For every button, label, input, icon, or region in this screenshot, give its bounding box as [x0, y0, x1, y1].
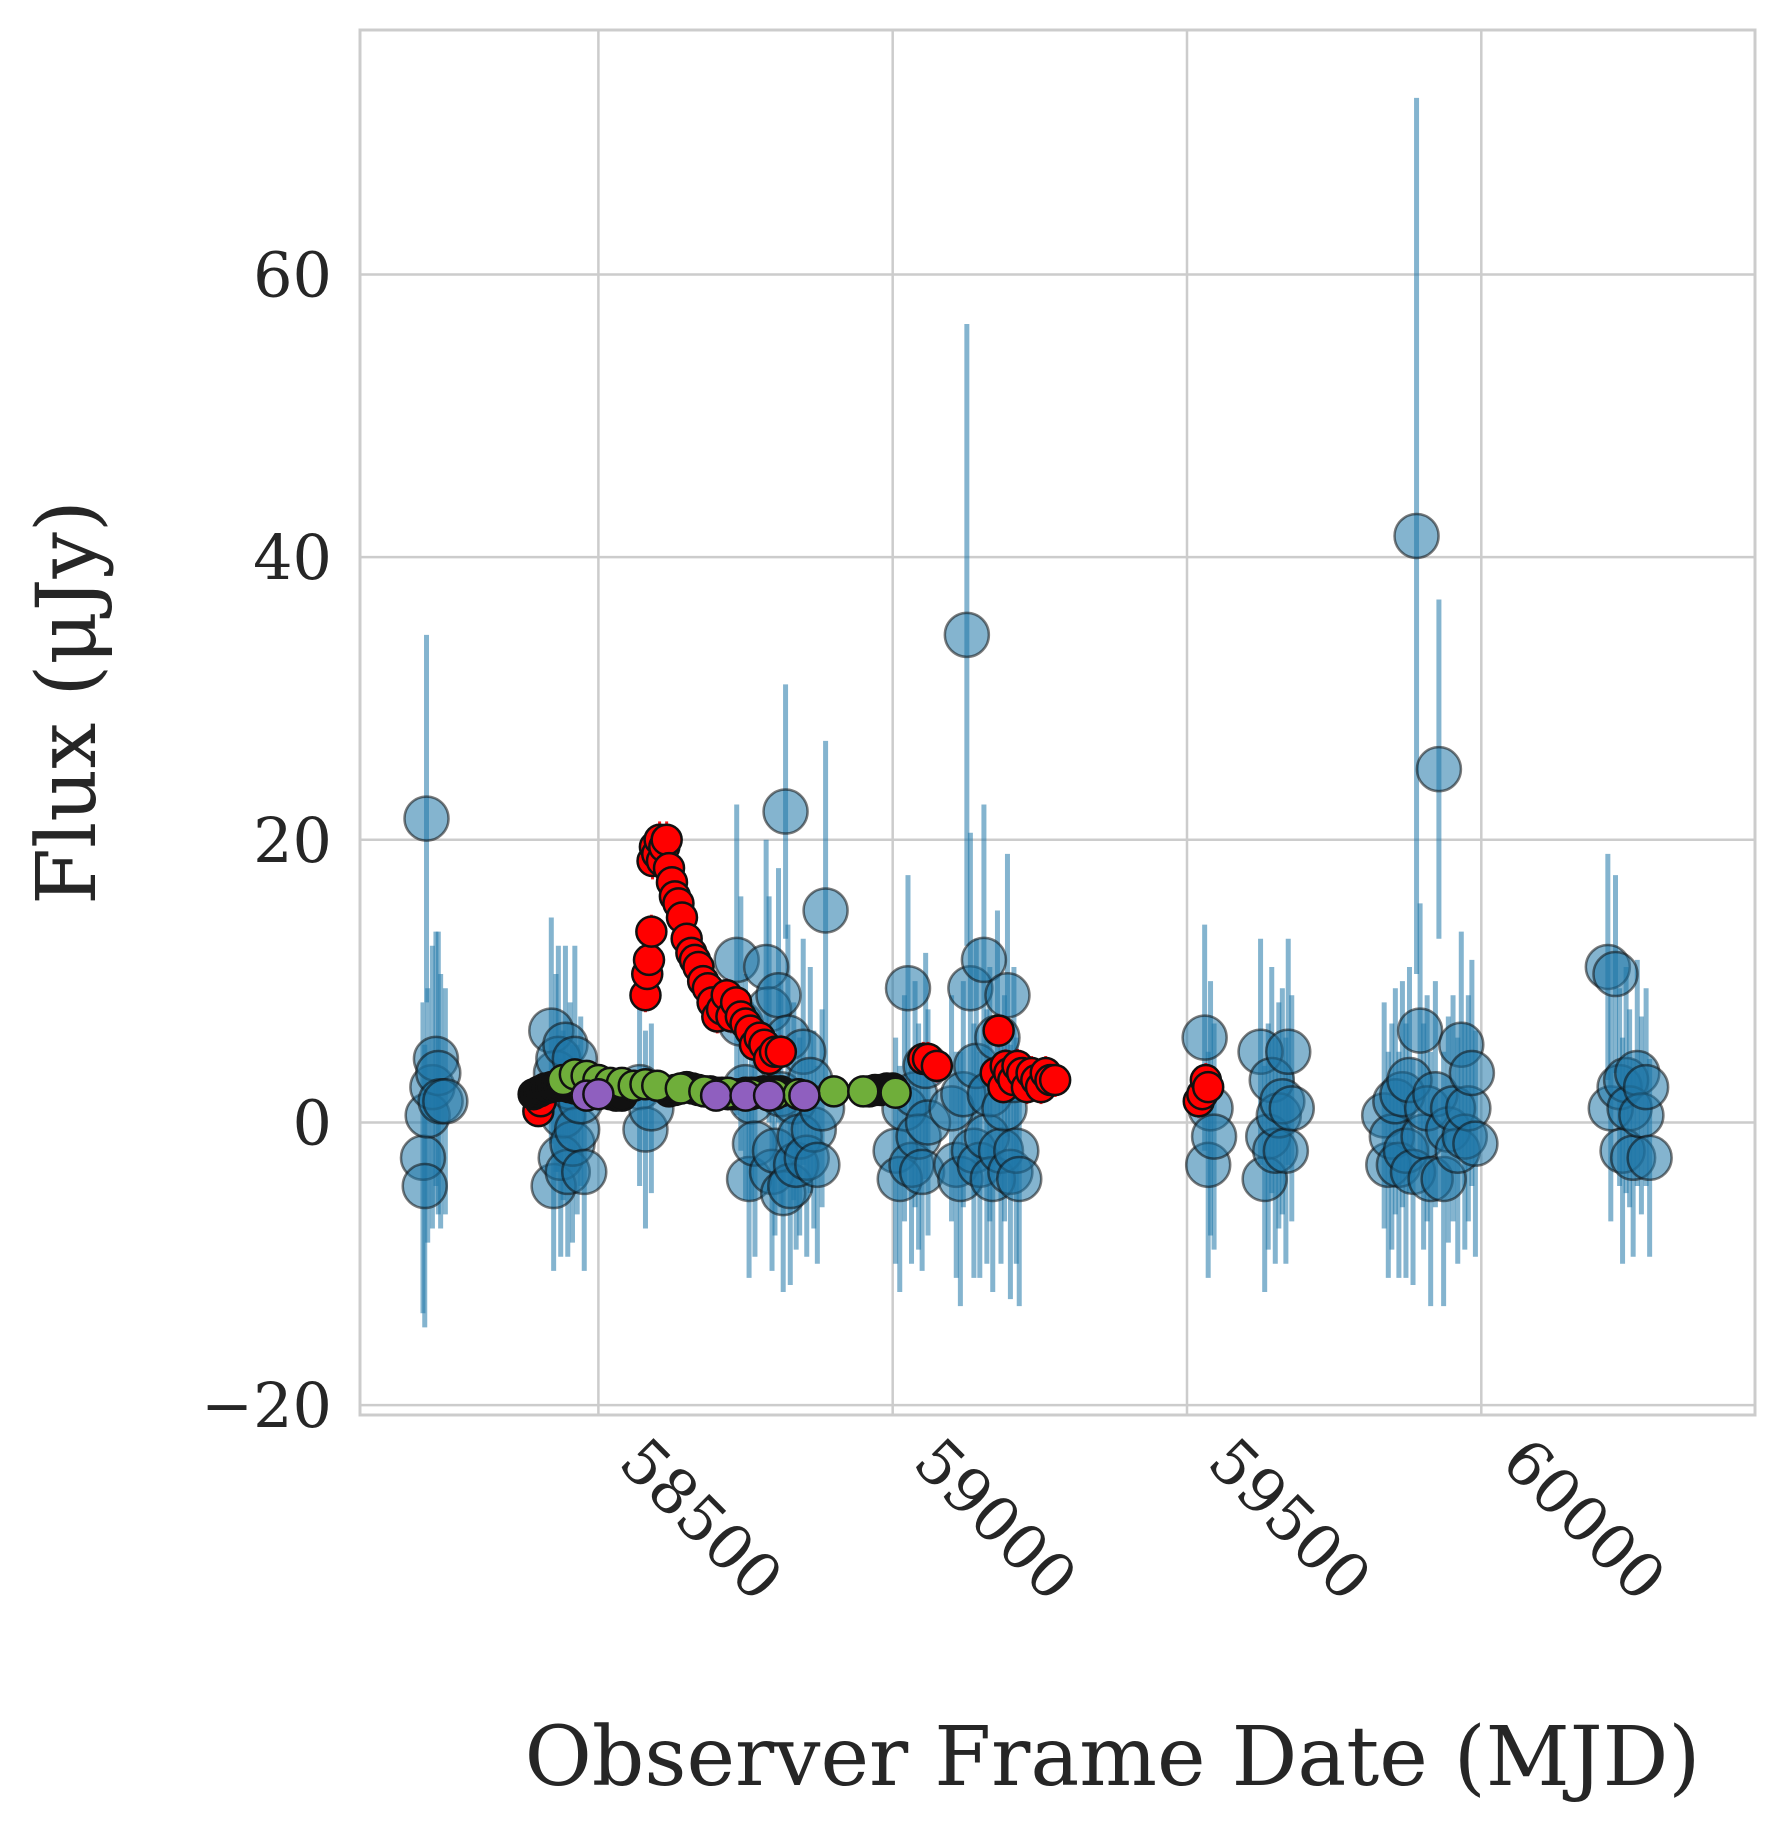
data-point [401, 1162, 448, 1210]
data-point [635, 915, 668, 948]
y-axis-label: Flux (μJy) [20, 500, 115, 905]
y-tick-labels: −20 0 20 40 60 [201, 238, 332, 1442]
data-point [1415, 745, 1463, 793]
data-point [1452, 1120, 1499, 1167]
y-tick-label: 20 [253, 804, 332, 877]
data-point [1626, 1134, 1673, 1182]
data-point [879, 1076, 912, 1110]
data-point [764, 1035, 798, 1069]
data-point [650, 823, 683, 857]
data-points [399, 512, 1673, 1217]
data-point [995, 1155, 1043, 1203]
data-point [422, 1078, 469, 1125]
data-point [1622, 1063, 1670, 1111]
x-tick-label: 59000 [900, 1424, 1091, 1615]
data-point [794, 1141, 841, 1189]
data-point [788, 1079, 821, 1112]
data-point [403, 795, 450, 842]
data-point [632, 943, 666, 977]
data-point [943, 611, 991, 659]
data-point [762, 788, 809, 835]
data-point [1396, 1007, 1444, 1054]
y-tick-label: 40 [253, 521, 332, 594]
plot-frame [358, 28, 1757, 1417]
x-tick-label: 60000 [1489, 1424, 1680, 1615]
x-tick-labels: 58500 59000 59500 60000 [606, 1424, 1680, 1615]
data-point [1268, 1085, 1316, 1132]
data-point [1191, 1070, 1225, 1104]
y-tick-label: 0 [293, 1086, 332, 1159]
x-axis-label: Observer Frame Date (MJD) [525, 1710, 1701, 1805]
data-point [1393, 512, 1440, 560]
data-point [802, 887, 849, 934]
data-point [1181, 1014, 1228, 1061]
data-point [699, 1079, 733, 1112]
data-point [1592, 950, 1639, 998]
data-point [817, 1075, 851, 1108]
y-tick-label: −20 [201, 1369, 332, 1442]
y-tick-label: 60 [253, 238, 332, 311]
data-point [960, 936, 1008, 984]
x-tick-label: 59500 [1194, 1424, 1385, 1615]
data-point [582, 1077, 615, 1111]
data-point [1448, 1049, 1496, 1097]
data-point [1038, 1063, 1072, 1097]
data-point [847, 1075, 880, 1108]
x-tick-label: 58500 [606, 1424, 797, 1615]
data-point [920, 1049, 954, 1083]
data-point [884, 964, 932, 1012]
data-point [984, 972, 1031, 1019]
data-point [1264, 1028, 1312, 1076]
data-point [561, 1148, 608, 1196]
data-point [755, 972, 802, 1019]
data-point [982, 1014, 1015, 1047]
data-point [752, 1079, 786, 1112]
data-point [1262, 1127, 1310, 1174]
data-point [1190, 1113, 1238, 1160]
